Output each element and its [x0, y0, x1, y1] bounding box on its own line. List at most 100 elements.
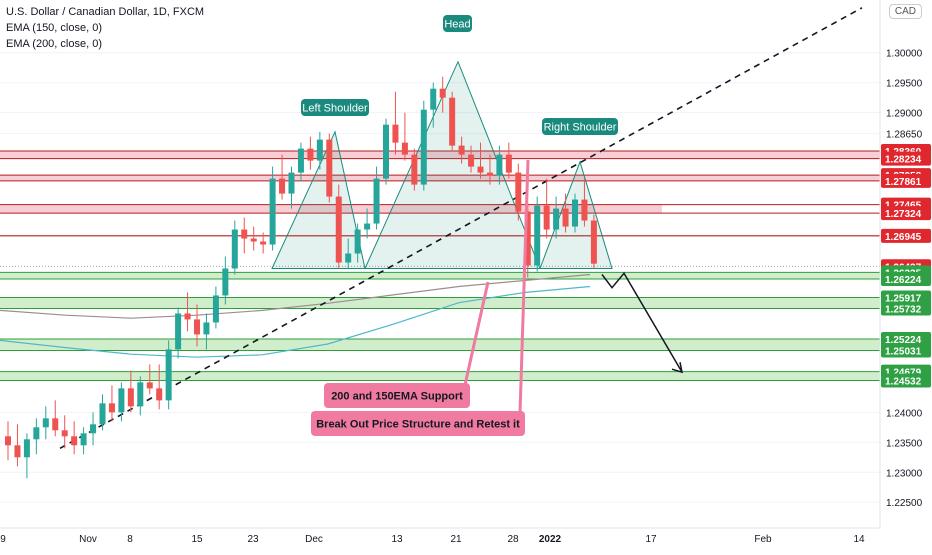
candle: [458, 136, 465, 164]
candle: [543, 178, 550, 239]
candle-body: [420, 109, 427, 185]
candle-body: [543, 205, 550, 230]
ema150-legend[interactable]: EMA (150, close, 0): [6, 22, 102, 34]
left-shoulder-label-text: Left Shoulder: [302, 103, 368, 115]
candle: [23, 433, 30, 479]
candle-body: [486, 172, 493, 176]
candle: [90, 412, 97, 446]
candle: [496, 145, 503, 185]
candle: [194, 304, 200, 347]
breakout-note-text: Break Out Price Structure and Retest it: [316, 419, 520, 431]
price-level-text: 1.24532: [885, 376, 922, 387]
candle-body: [373, 178, 380, 224]
candle: [127, 370, 134, 413]
candle: [137, 376, 144, 416]
time-tick: 17: [645, 534, 657, 545]
price-zones: [0, 150, 880, 381]
chart-legend: U.S. Dollar / Canadian Dollar, 1D, FXCM …: [6, 4, 204, 52]
projection-arrow[interactable]: [601, 271, 683, 374]
time-tick: 15: [191, 534, 203, 545]
candle-body: [118, 388, 125, 413]
ema200-legend[interactable]: EMA (200, close, 0): [6, 38, 102, 50]
price-level-badge: 1.26945: [881, 228, 931, 243]
ema150-line: [0, 285, 591, 358]
candle-body: [156, 388, 163, 401]
ema-support-note: 200 and 150EMA Support: [324, 383, 470, 408]
candle-body: [90, 424, 97, 434]
candle: [553, 196, 560, 239]
candle-body: [33, 427, 40, 440]
candle: [345, 238, 352, 269]
time-tick: Feb: [754, 534, 772, 545]
candle: [373, 166, 380, 230]
price-level-text: 1.25917: [885, 293, 922, 304]
candle: [430, 82, 437, 128]
candle-body: [430, 88, 437, 110]
candle: [486, 154, 493, 185]
annotations[interactable]: 200 and 150EMA Support Break Out Price St…: [301, 15, 618, 436]
candle-body: [326, 139, 333, 197]
resistance-zone: [0, 204, 662, 214]
candle: [184, 292, 191, 332]
candle-body: [260, 241, 267, 245]
arrow-head: [671, 362, 683, 374]
candle: [420, 100, 427, 191]
candle: [505, 142, 512, 179]
price-level-badge: 1.25224: [881, 331, 931, 346]
candle-body: [401, 142, 408, 155]
price-level-bg: [881, 331, 931, 346]
price-level-badge: 1.25917: [881, 290, 931, 305]
price-level-badge: 1.28234: [881, 151, 931, 166]
price-tick: 1.22500: [886, 498, 923, 509]
candle: [203, 313, 210, 350]
candle-body: [71, 436, 78, 446]
candle: [212, 286, 219, 329]
candle: [260, 232, 267, 254]
candle-body: [449, 97, 456, 146]
support-zone: [0, 371, 880, 381]
price-level-text: 1.26224: [885, 275, 922, 286]
currency-badge[interactable]: CAD: [888, 4, 922, 19]
candle-body: [354, 229, 361, 254]
price-level-text: 1.25224: [885, 335, 922, 346]
candle: [231, 220, 238, 275]
price-level-bg: [881, 290, 931, 305]
candle: [534, 196, 541, 272]
time-tick: 28: [507, 534, 519, 545]
candle: [439, 76, 446, 113]
price-level-badge: 1.26224: [881, 272, 931, 287]
candle-body: [505, 154, 512, 173]
price-tick: 1.30000: [886, 49, 923, 60]
support-zone: [0, 272, 880, 280]
candle: [222, 256, 229, 305]
candle: [354, 223, 361, 263]
candle: [61, 415, 68, 449]
candle-body: [42, 418, 49, 428]
candle: [146, 364, 153, 395]
symbol-title[interactable]: U.S. Dollar / Canadian Dollar, 1D, FXCM: [6, 6, 205, 18]
right-shoulder-label-text: Right Shoulder: [544, 122, 617, 134]
trend-line[interactable]: [59, 7, 863, 449]
candle: [307, 136, 314, 170]
ema-support-note-text: 200 and 150EMA Support: [331, 391, 463, 403]
time-axis[interactable]: 9 Nov 8 15 23 Dec 13 21 28 2022 17 Feb 14: [0, 527, 880, 545]
price-level-bg: [881, 373, 931, 388]
candle: [118, 382, 125, 422]
price-level-text: 1.27861: [885, 177, 922, 188]
candle: [383, 118, 389, 185]
candle-body: [345, 253, 352, 263]
candle-body: [335, 196, 342, 263]
price-tick: 1.23000: [886, 468, 923, 479]
candle: [590, 214, 597, 269]
left-shoulder-label-bg: [301, 99, 369, 116]
price-level-text: 1.27324: [885, 209, 922, 220]
time-tick: 8: [127, 534, 133, 545]
price-level-text: 1.25732: [885, 305, 922, 316]
price-axis[interactable]: 1.30000 1.29500 1.29000 1.28650 1.24000 1.235…: [879, 0, 932, 550]
breakout-note: Break Out Price Structure and Retest it: [311, 411, 525, 436]
candle: [5, 421, 11, 461]
candle: [71, 421, 78, 455]
support-zone: [0, 338, 880, 351]
